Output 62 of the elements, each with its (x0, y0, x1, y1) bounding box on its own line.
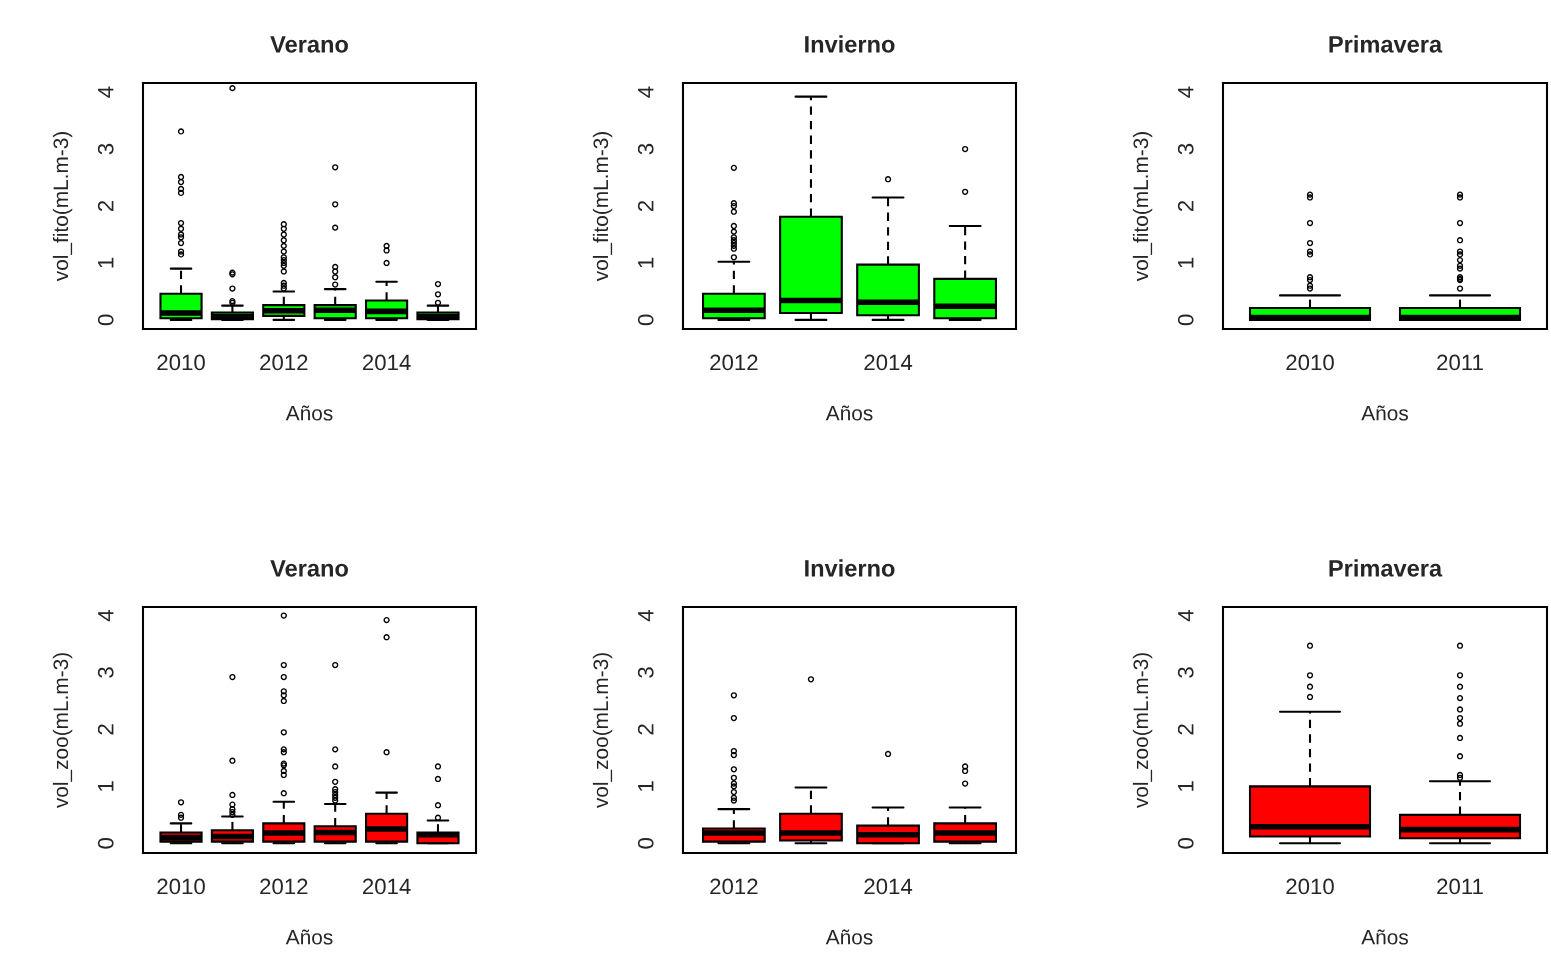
y-axis-title: vol_fito(mL.m-3) (52, 132, 73, 282)
x-tick-label: 2010 (1286, 878, 1334, 895)
x-tick-label: 2011 (1437, 354, 1483, 371)
y-tick-label: 0 (637, 314, 654, 326)
x-axis-title: Años (285, 405, 333, 421)
chart-title: Invierno (805, 35, 895, 53)
x-tick-label: 2010 (1286, 354, 1334, 371)
chart-title: Primavera (1329, 35, 1443, 53)
x-tick-label: 2012 (260, 878, 308, 895)
y-axis-title: vol_fito(mL.m-3) (1132, 132, 1153, 282)
y-axis-title: vol_zoo(mL.m-3) (592, 653, 613, 809)
x-tick-label: 2014 (864, 354, 913, 371)
y-tick-label: 3 (637, 667, 654, 678)
x-tick-label: 2012 (710, 354, 758, 371)
y-tick-label: 0 (1177, 314, 1194, 326)
y-tick-label: 1 (1178, 781, 1194, 791)
y-tick-label: 2 (637, 200, 654, 212)
y-tick-label: 0 (97, 838, 114, 849)
x-axis-title: Años (825, 929, 873, 945)
y-tick-label: 1 (1178, 257, 1194, 268)
chart-title: Invierno (805, 559, 895, 577)
x-tick-label: 2014 (362, 878, 411, 895)
y-tick-label: 4 (98, 86, 114, 98)
x-axis-title: Años (285, 929, 333, 945)
y-tick-label: 3 (97, 667, 114, 678)
y-tick-label: 0 (97, 314, 114, 326)
y-tick-label: 1 (98, 781, 114, 791)
y-tick-label: 3 (1177, 667, 1194, 678)
x-tick-label: 2014 (864, 878, 913, 895)
x-tick-label: 2012 (260, 354, 308, 371)
y-tick-label: 1 (638, 781, 654, 791)
chart-title: Verano (270, 560, 348, 577)
y-tick-label: 3 (1177, 143, 1194, 155)
x-axis-title: Años (825, 405, 873, 421)
y-tick-label: 4 (1178, 86, 1194, 98)
y-axis-title: vol_zoo(mL.m-3) (1132, 653, 1153, 809)
x-axis-title: Años (1361, 929, 1408, 945)
y-tick-label: 2 (1177, 724, 1194, 735)
y-tick-label: 2 (97, 724, 114, 735)
y-tick-label: 4 (638, 610, 654, 622)
y-tick-label: 4 (98, 610, 114, 622)
x-tick-label: 2010 (157, 354, 205, 371)
y-tick-label: 3 (637, 143, 654, 155)
y-tick-label: 2 (637, 724, 654, 735)
chart-title: Primavera (1329, 559, 1443, 577)
x-tick-label: 2014 (362, 354, 411, 371)
y-tick-label: 3 (97, 143, 114, 155)
y-tick-label: 0 (1177, 838, 1194, 849)
y-axis-title: vol_zoo(mL.m-3) (52, 653, 73, 809)
y-tick-label: 4 (638, 86, 654, 98)
x-tick-label: 2010 (157, 878, 205, 895)
y-axis-title: vol_fito(mL.m-3) (592, 132, 613, 282)
y-tick-label: 2 (1177, 200, 1194, 212)
x-tick-label: 2011 (1437, 878, 1483, 895)
y-tick-label: 1 (638, 257, 654, 268)
y-tick-label: 4 (1178, 610, 1194, 622)
x-axis-title: Años (1361, 405, 1408, 421)
y-tick-label: 2 (97, 200, 114, 212)
y-tick-label: 1 (98, 257, 114, 268)
x-tick-label: 2012 (710, 878, 758, 895)
y-tick-label: 0 (637, 838, 654, 849)
chart-title: Verano (270, 36, 348, 53)
